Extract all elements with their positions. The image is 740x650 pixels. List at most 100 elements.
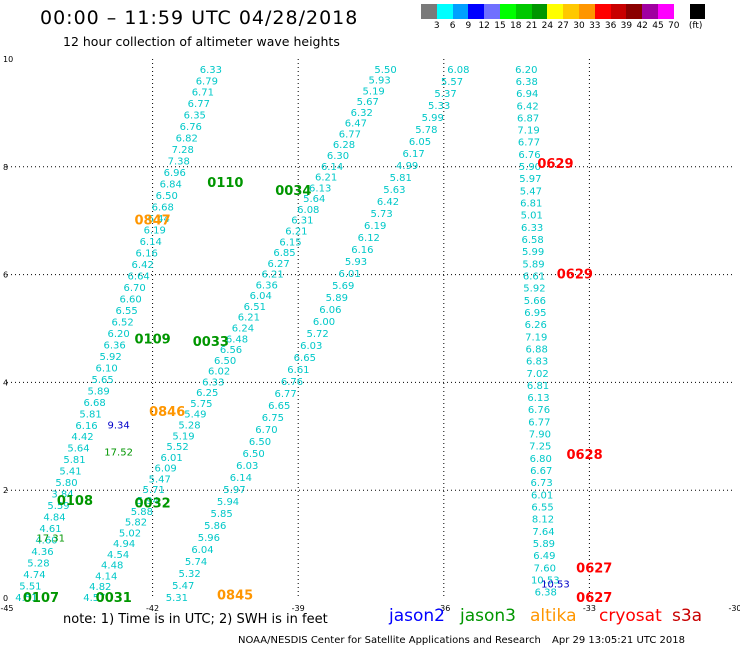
wave-height-value: 5.51	[19, 582, 41, 593]
wave-height-value: 5.80	[55, 478, 77, 489]
wave-height-value: 4.14	[95, 571, 117, 582]
pass-time-label: 0629	[557, 268, 593, 283]
wave-height-value: 6.01	[160, 453, 182, 464]
wave-height-value: 6.44	[148, 214, 170, 225]
wave-height-value: 8.12	[532, 515, 554, 526]
wave-height-value: 6.67	[530, 466, 552, 477]
legend-swatch	[610, 4, 627, 19]
wave-height-value: 6.09	[155, 464, 177, 475]
wave-height-value: 6.31	[291, 216, 313, 227]
wave-height-value: 4.82	[89, 582, 111, 593]
wave-height-value: 5.99	[422, 113, 444, 124]
pass-time-label: 0846	[149, 405, 185, 420]
satellite-jason3: jason3	[460, 606, 516, 626]
x-tick-label: -33	[583, 604, 596, 613]
wave-height-value: 6.42	[377, 197, 399, 208]
wave-height-value: 5.86	[204, 521, 226, 532]
wave-height-value: 6.28	[333, 140, 355, 151]
satellite-altika: altika	[530, 606, 577, 626]
wave-height-value: 6.21	[238, 313, 260, 324]
legend-label: 21	[525, 21, 538, 31]
wave-height-value: 6.61	[523, 271, 545, 282]
wave-height-value: 6.55	[531, 502, 553, 513]
wave-height-value: 6.24	[232, 324, 254, 335]
wave-height-value: 4.54	[107, 550, 129, 561]
wave-height-value: 5.41	[59, 467, 81, 478]
x-tick-label: -30	[728, 604, 740, 613]
wave-height-value: 6.77	[528, 417, 550, 428]
wave-height-value: 6.77	[188, 99, 210, 110]
wave-height-value: 4.51	[15, 593, 37, 604]
wave-height-value: 6.70	[255, 425, 277, 436]
generated-timestamp: Apr 29 13:05:21 UTC 2018	[552, 635, 685, 646]
wave-height-value: 5.33	[428, 101, 450, 112]
legend-swatch	[563, 4, 579, 19]
x-tick-label: -42	[146, 604, 159, 613]
wave-height-value: 5.89	[522, 259, 544, 270]
wave-height-value: 5.47	[149, 474, 171, 485]
wave-height-value: 4.48	[101, 561, 123, 572]
wave-height-value: 6.21	[285, 226, 307, 237]
wave-height-value: 7.60	[534, 563, 556, 574]
wave-height-value: 7.28	[172, 145, 194, 156]
legend-swatch	[642, 4, 658, 19]
pass-time-label: 0627	[576, 561, 612, 576]
page-title: 00:00 – 11:59 UTC 04/28/2018	[40, 7, 359, 29]
wave-height-value: 4.99	[396, 161, 418, 172]
wave-height-value: 4.61	[39, 524, 61, 535]
x-tick-label: -36	[437, 604, 450, 613]
wave-height-value: 5.90	[519, 162, 541, 173]
legend-label: 30	[573, 21, 585, 31]
wave-height-value: 6.13	[309, 183, 331, 194]
wave-height-value: 6.10	[95, 363, 117, 374]
pass-time-label: 0629	[537, 157, 573, 172]
wave-height-value: 6.84	[160, 180, 182, 191]
wave-height-value: 6.75	[262, 413, 284, 424]
wave-height-value: 5.81	[63, 455, 85, 466]
wave-height-value: 3.84	[51, 490, 73, 501]
wave-height-value: 6.20	[515, 65, 537, 76]
wave-height-value: 6.55	[116, 306, 138, 317]
wave-height-value: 6.12	[358, 233, 380, 244]
footer-note: note: 1) Time is in UTC; 2) SWH is in fe…	[63, 612, 328, 627]
legend-swatch	[578, 4, 595, 19]
wave-height-value: 4.84	[43, 513, 65, 524]
wave-height-value: 7.19	[517, 126, 539, 137]
wave-height-value: 6.01	[531, 490, 553, 501]
wave-height-value: 6.82	[176, 134, 198, 145]
wave-height-value: 6.30	[327, 151, 349, 162]
color-scale-legend	[421, 4, 706, 19]
wave-height-value: 5.64	[303, 194, 325, 205]
wave-height-value: 5.71	[143, 485, 165, 496]
wave-height-value: 6.50	[243, 449, 265, 460]
wave-height-value: 5.64	[67, 444, 89, 455]
wave-height-value: 6.38	[535, 588, 557, 599]
legend-label: 9	[465, 21, 472, 31]
wave-height-value: 7.02	[526, 369, 548, 380]
legend-swatch	[421, 4, 437, 19]
wave-height-value: 5.94	[217, 497, 239, 508]
legend-label: 70	[668, 21, 680, 31]
wave-height-value: 5.93	[345, 257, 367, 268]
wave-height-value: 5.19	[172, 431, 194, 442]
wave-height-value: 5.32	[179, 569, 201, 580]
wave-height-value: 6.77	[274, 389, 296, 400]
wave-height-value: 6.17	[402, 149, 424, 160]
wave-height-value: 5.31	[166, 593, 188, 604]
legend-label: 39	[620, 21, 633, 31]
wave-height-value: 6.14	[321, 162, 343, 173]
wave-height-value: 5.52	[166, 442, 188, 453]
wave-height-value: 6.14	[140, 237, 162, 248]
wave-height-value: 6.08	[297, 205, 319, 216]
wave-height-value: 6.14	[230, 473, 252, 484]
legend-label: 45	[652, 21, 664, 31]
wave-height-value-highlight: 9.34	[107, 421, 129, 432]
wave-height-value: 6.16	[75, 421, 97, 432]
wave-height-value: 6.01	[338, 269, 360, 280]
legend-swatch	[468, 4, 485, 19]
wave-height-value: 5.73	[370, 209, 392, 220]
pass-time-label: 0108	[57, 494, 93, 509]
wave-height-value: 6.83	[526, 357, 548, 368]
wave-height-value: 6.19	[364, 221, 386, 232]
